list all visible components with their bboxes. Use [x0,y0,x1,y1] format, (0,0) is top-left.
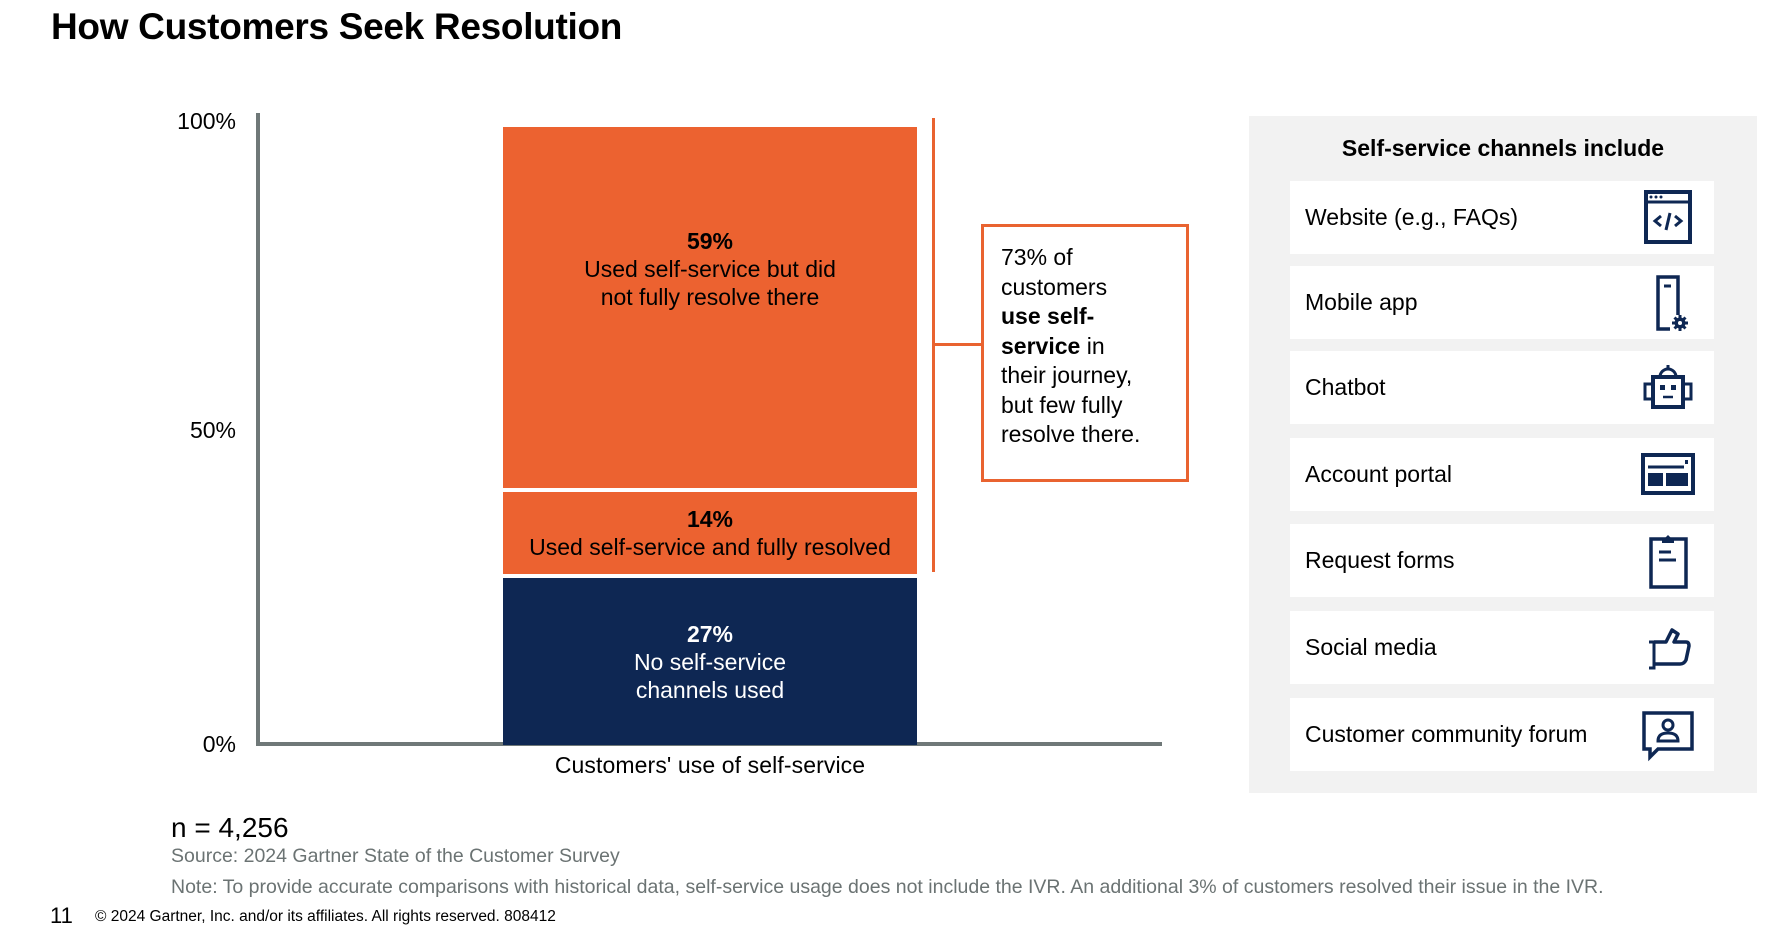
y-tick-label: 0% [202,731,236,757]
channel-item: Chatbot [1290,351,1714,424]
segment-category-label: Used self-service but did [584,256,836,282]
sample-size: n = 4,256 [171,812,289,843]
callout-text: 73% of [1001,244,1073,270]
callout-text: their journey, [1001,362,1133,388]
callout-emphasis: service [1001,332,1081,359]
callout-box: 73% of customers use self-service in their … [981,224,1189,482]
thumbs-up-icon [1640,620,1696,676]
channel-label: Mobile app [1305,289,1418,315]
callout-line: resolve there. [1001,420,1186,450]
clipboard-icon [1640,533,1696,589]
callout-text: resolve there. [1001,421,1141,447]
copyright-text: © 2024 Gartner, Inc. and/or its affiliat… [95,908,556,925]
callout-text: in [1080,332,1105,359]
callout-line: use self- [1001,302,1186,332]
channel-item: Request forms [1290,524,1714,597]
callout-line: service in [1001,332,1186,362]
robot-icon [1640,360,1696,416]
segment-value-label: 59% [686,228,734,254]
page-number: 11 [50,903,73,928]
bar-segment: 27% No self-service channels used [503,578,917,745]
segment-value-label: 27% [686,620,734,647]
callout-line: but few fully [1001,391,1186,421]
channel-label: Customer community forum [1305,721,1588,747]
channel-item: Website (e.g., FAQs) [1290,181,1714,254]
segment-value-label: 14% [686,505,734,532]
segment-category-label: not fully resolve there [600,284,820,310]
callout-line: 73% of [1001,243,1186,273]
x-axis-label: Customers' use of self-service [554,752,866,778]
self-service-channels-panel: Self-service channels include Website (e… [1249,116,1757,793]
page-title: How Customers Seek Resolution [51,6,623,47]
forum-user-chat-icon [1640,707,1696,763]
y-tick-label: 50% [189,417,236,443]
panel-title: Self-service channels include [1341,135,1665,161]
channel-item: Mobile app [1290,266,1714,339]
segment-category-label: Used self-service and fully resolved [529,533,891,560]
callout-emphasis: use self- [1001,303,1095,329]
y-tick-label: 100% [177,108,236,134]
bar-segment: 14% Used self-service and fully resolved [503,491,917,575]
mobile-app-gear-icon [1640,275,1696,331]
callout-text: customers [1001,273,1108,300]
note-text: Note: To provide accurate comparisons wi… [171,876,1604,898]
callout-line: customers [1001,273,1186,303]
callout-text: but few fully [1001,391,1123,418]
source-text: Source: 2024 Gartner State of the Custom… [171,845,620,867]
channel-label: Social media [1305,634,1437,660]
channel-label: Request forms [1305,547,1455,573]
channel-item: Customer community forum [1290,698,1714,771]
bar-segment: 59% Used self-service but did not fully re… [503,127,917,488]
callout-line: their journey, [1001,361,1186,391]
portal-layout-icon [1640,447,1696,503]
segment-category-label: channels used [635,676,785,703]
channel-item: Account portal [1290,438,1714,511]
bracket-connector [932,343,982,346]
segment-category-label: No self-service [633,648,787,675]
channel-item: Social media [1290,611,1714,684]
channel-label: Website (e.g., FAQs) [1305,204,1519,230]
channel-label: Account portal [1305,461,1453,487]
y-axis-line [256,113,260,746]
channel-label: Chatbot [1305,374,1386,400]
website-code-icon [1640,190,1696,246]
